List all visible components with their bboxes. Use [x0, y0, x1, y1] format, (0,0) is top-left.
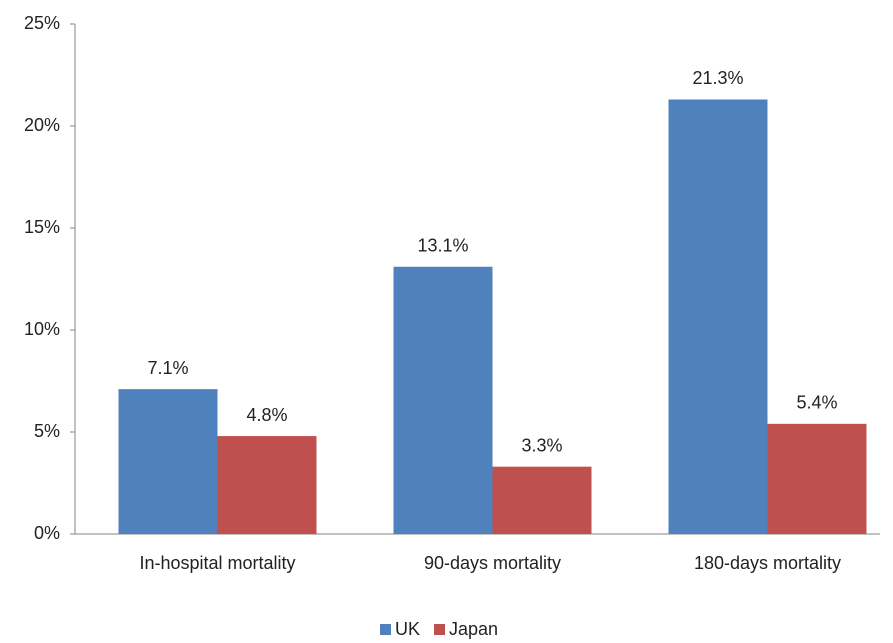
y-tick-label: 20%	[24, 115, 60, 135]
value-label: 3.3%	[521, 435, 562, 455]
x-tick-label: 180-days mortality	[694, 553, 841, 573]
y-tick-label: 5%	[34, 421, 60, 441]
y-tick-label: 25%	[24, 13, 60, 33]
bar	[492, 466, 592, 534]
x-tick-label: In-hospital mortality	[139, 553, 295, 573]
value-label: 4.8%	[246, 405, 287, 425]
legend-label: Japan	[449, 619, 498, 639]
y-tick-label: 10%	[24, 319, 60, 339]
legend-swatch	[434, 624, 446, 635]
x-tick-label: 90-days mortality	[424, 553, 561, 573]
bar	[767, 423, 867, 534]
value-label: 5.4%	[796, 393, 837, 413]
y-tick-label: 0%	[34, 523, 60, 543]
bar	[668, 99, 768, 534]
legend-label: UK	[395, 619, 420, 639]
legend-swatch	[380, 624, 391, 635]
value-label: 13.1%	[417, 236, 468, 256]
bar	[393, 266, 493, 534]
value-label: 7.1%	[147, 358, 188, 378]
y-tick-label: 15%	[24, 217, 60, 237]
bar	[118, 389, 218, 534]
value-label: 21.3%	[692, 68, 743, 88]
bar	[217, 436, 317, 534]
